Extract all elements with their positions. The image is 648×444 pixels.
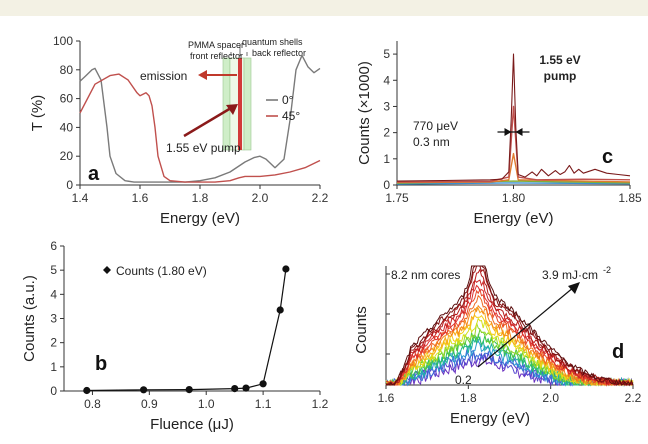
panel-a-x-tick-label: 1.6 bbox=[132, 191, 149, 205]
panel-d-spectrum bbox=[386, 265, 634, 387]
panel-d-x-tick-label: 1.6 bbox=[378, 391, 395, 405]
fwhm-arrow-left bbox=[504, 128, 512, 136]
panel-a-x-tick-label: 2.0 bbox=[252, 191, 269, 205]
emission-arrow-head bbox=[198, 70, 207, 80]
panel-c-series-2 bbox=[396, 152, 631, 184]
panel-d-spectrum bbox=[385, 284, 634, 387]
panel-d-x-axis-label: Energy (eV) bbox=[450, 410, 530, 427]
panel-a-y-tick-label: 60 bbox=[60, 92, 74, 106]
panel-a-y-tick-label: 20 bbox=[60, 149, 74, 163]
linewidth-energy-label: 770 μeV bbox=[413, 119, 458, 133]
panel-b-legend-marker bbox=[103, 266, 111, 274]
back-reflector-label: back reflector bbox=[252, 48, 306, 58]
front-reflector-layer bbox=[222, 57, 231, 151]
panel-a-y-axis-label: T (%) bbox=[29, 95, 46, 131]
back-reflector-layer bbox=[243, 57, 252, 151]
panel-b-point bbox=[140, 386, 148, 394]
panel-b-y-tick-label: 2 bbox=[50, 336, 57, 350]
panel-b-y-tick-label: 5 bbox=[50, 263, 57, 277]
panel-a-series-1 bbox=[79, 73, 321, 183]
panel-b-x-tick-label: 0.9 bbox=[141, 397, 158, 411]
fluence-arrow-line bbox=[477, 286, 575, 368]
panel-c-x-tick-label: 1.80 bbox=[502, 191, 526, 205]
panel-c-y-tick-label: 4 bbox=[383, 73, 390, 87]
panel-a-y-tick-label: 100 bbox=[53, 34, 73, 48]
fluence-low-label: 0.2 bbox=[455, 373, 472, 387]
panel-a-legend-label-1: 45° bbox=[282, 109, 300, 123]
panel-b-point bbox=[276, 306, 284, 314]
panel-d-x-tick-label: 2.0 bbox=[542, 391, 559, 405]
panel-c-x-tick-label: 1.85 bbox=[618, 191, 642, 205]
panel-c-y-tick-label: 0 bbox=[383, 178, 390, 192]
panel-b-x-tick-label: 1.2 bbox=[312, 397, 329, 411]
panel-b-point bbox=[242, 384, 250, 392]
pump-arrow-line bbox=[183, 106, 232, 138]
pump-label: 1.55 eV pump bbox=[166, 141, 241, 155]
panel-b-y-tick-label: 0 bbox=[50, 384, 57, 398]
panel-b-y-axis-label: Counts (a.u.) bbox=[21, 275, 38, 362]
panel-a-y-tick-label: 0 bbox=[66, 178, 73, 192]
panel-c-series-0 bbox=[396, 53, 631, 182]
fluence-exponent: -2 bbox=[603, 265, 611, 275]
panel-c-label: c bbox=[602, 146, 613, 168]
panel-a-x-tick-label: 1.4 bbox=[72, 191, 89, 205]
fluence-high-label: 3.9 mJ·cm bbox=[542, 268, 598, 282]
panel-a-series-0 bbox=[79, 54, 321, 183]
panel-b-label: b bbox=[95, 353, 107, 375]
panel-b-x-tick-label: 1.0 bbox=[198, 397, 215, 411]
panel-b-series-line bbox=[86, 268, 287, 392]
emission-label: emission bbox=[140, 69, 187, 83]
panel-c-y-tick-label: 1 bbox=[383, 152, 390, 166]
top-band bbox=[0, 0, 648, 16]
pump-title-line1: 1.55 eV bbox=[539, 53, 580, 67]
panel-a-y-tick-label: 80 bbox=[60, 63, 74, 77]
panel-c-y-axis-label: Counts (×1000) bbox=[356, 61, 373, 165]
panel-d-spectrum bbox=[386, 304, 633, 387]
pump-arrow-head bbox=[226, 104, 238, 115]
panel-b-point bbox=[185, 386, 193, 394]
panel-a-x-tick-label: 2.2 bbox=[312, 191, 329, 205]
panel-d-y-axis-label: Counts bbox=[353, 306, 370, 354]
panel-b-point bbox=[282, 265, 290, 273]
panel-b-y-tick-label: 4 bbox=[50, 287, 57, 301]
fluence-arrow-head bbox=[568, 282, 580, 294]
panel-d-x-tick-label: 2.2 bbox=[625, 391, 642, 405]
panel-b-point bbox=[231, 385, 239, 393]
pump-title-line2: pump bbox=[544, 69, 577, 83]
panel-d-x-tick-label: 1.8 bbox=[460, 391, 477, 405]
panel-a-x-axis-label: Energy (eV) bbox=[160, 210, 240, 227]
panel-c-y-tick-label: 3 bbox=[383, 99, 390, 113]
panel-b-x-axis-label: Fluence (μJ) bbox=[150, 416, 234, 433]
panel-c-y-tick-label: 2 bbox=[383, 126, 390, 140]
fwhm-arrow-right bbox=[515, 128, 523, 136]
panel-a-label: a bbox=[88, 163, 100, 185]
panel-a-legend-label-0: 0° bbox=[282, 93, 294, 107]
quantum-shells-label: quantum shells bbox=[242, 37, 303, 47]
panel-a-y-tick-label: 40 bbox=[60, 120, 74, 134]
panel-b-point bbox=[83, 386, 91, 395]
panel-b-x-tick-label: 1.1 bbox=[255, 397, 272, 411]
pmma-spacer-label: PMMA spacer bbox=[188, 40, 244, 50]
panel-b-y-tick-label: 6 bbox=[50, 239, 57, 253]
linewidth-nm-label: 0.3 nm bbox=[413, 135, 450, 149]
panel-d-label: d bbox=[612, 341, 624, 363]
panel-c-y-tick-label: 5 bbox=[383, 47, 390, 61]
panel-c-series-4 bbox=[396, 182, 631, 185]
panel-c-x-axis-label: Energy (eV) bbox=[473, 210, 553, 227]
cores-label: 8.2 nm cores bbox=[391, 268, 460, 282]
panel-b-y-tick-label: 1 bbox=[50, 360, 57, 374]
panel-b-x-tick-label: 0.8 bbox=[84, 397, 101, 411]
panel-b-legend-label: Counts (1.80 eV) bbox=[116, 264, 207, 278]
panel-b-point bbox=[259, 380, 267, 388]
panel-a-x-tick-label: 1.8 bbox=[192, 191, 209, 205]
panel-d-spectrum bbox=[385, 294, 634, 386]
panel-c-series-1 bbox=[396, 105, 631, 183]
panel-b-y-tick-label: 3 bbox=[50, 312, 57, 326]
panel-c-x-tick-label: 1.75 bbox=[385, 191, 409, 205]
quantum-shells-layer bbox=[238, 58, 242, 150]
front-reflector-label: front reflector bbox=[190, 51, 243, 61]
panel-d-spectrum bbox=[386, 268, 634, 387]
